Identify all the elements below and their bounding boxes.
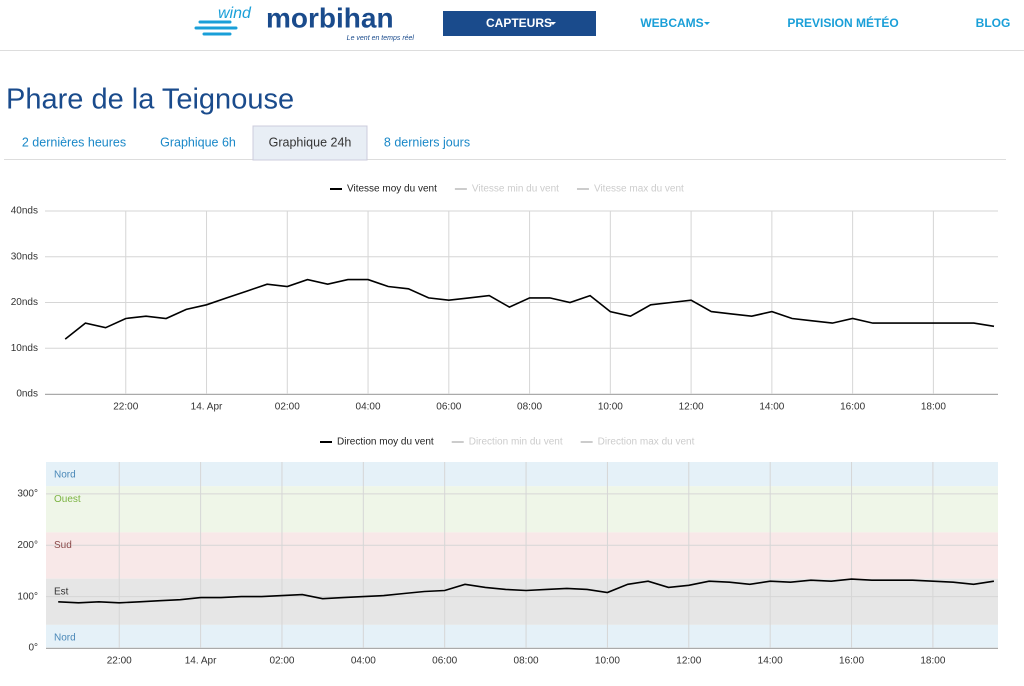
y-tick-label: 10nds [11,343,38,354]
x-tick-label: 12:00 [679,402,704,413]
tab[interactable]: Graphique 24h [269,135,352,149]
tab-active-bg [252,125,368,161]
nav-item[interactable]: PREVISION MÉTÉO [787,15,898,30]
y-tick-label: 200° [17,540,38,551]
legend-label[interactable]: Vitesse min du vent [472,184,559,195]
series-line [58,578,995,604]
nav-caret [704,22,710,25]
nav-active-bg [443,11,596,36]
x-tick-label: 14. Apr [185,656,217,667]
page-title: Phare de la Teignouse [6,84,294,116]
plot-band [46,486,998,533]
plot-band [46,624,998,648]
plot-band [46,578,998,625]
nav-caret [550,22,556,25]
x-tick-label: 14:00 [758,656,783,667]
legend-label[interactable]: Vitesse moy du vent [347,184,437,195]
x-tick-label: 10:00 [595,656,620,667]
band-label: Nord [54,470,76,481]
plot-band [46,462,998,487]
x-tick-label: 18:00 [920,656,945,667]
band-label: Est [54,586,69,597]
logo-brand: morbihan [266,2,394,33]
band-label: Sud [54,540,72,551]
nav-item[interactable]: BLOG [976,16,1011,30]
x-tick-label: 16:00 [839,656,864,667]
x-tick-label: 04:00 [351,656,376,667]
tab[interactable]: Graphique 6h [160,135,236,149]
y-tick-label: 0° [28,643,38,654]
logo-waves [194,20,238,36]
x-tick-label: 02:00 [269,656,294,667]
x-tick-label: 08:00 [514,656,539,667]
y-tick-label: 30nds [11,251,38,262]
y-tick-label: 40nds [11,206,38,217]
nav-item[interactable]: CAPTEURS [486,16,552,30]
x-tick-label: 06:00 [432,656,457,667]
series-line [64,278,995,340]
x-tick-label: 14. Apr [191,402,223,413]
tab[interactable]: 2 dernières heures [22,135,126,149]
y-tick-label: 20nds [11,297,38,308]
x-tick-label: 04:00 [356,402,381,413]
band-label: Nord [54,633,76,644]
tab[interactable]: 8 derniers jours [384,135,470,149]
x-tick-label: 02:00 [275,402,300,413]
legend-label[interactable]: Vitesse max du vent [594,184,684,195]
y-tick-label: 0nds [16,389,38,400]
x-tick-label: 10:00 [598,402,623,413]
legend-label[interactable]: Direction moy du vent [337,437,434,448]
y-tick-label: 300° [17,488,38,499]
x-tick-label: 22:00 [113,402,138,413]
y-tick-label: 100° [17,591,38,602]
x-tick-label: 12:00 [676,656,701,667]
logo-wind: wind [218,5,252,22]
plot-band [46,532,998,579]
x-tick-label: 06:00 [436,402,461,413]
x-tick-label: 16:00 [840,402,865,413]
nav-item[interactable]: WEBCAMS [640,16,703,30]
x-tick-label: 22:00 [107,656,132,667]
legend-label[interactable]: Direction max du vent [598,437,695,448]
x-tick-label: 08:00 [517,402,542,413]
band-label: Ouest [54,494,81,505]
x-tick-label: 14:00 [759,402,784,413]
tagline: Le vent en temps réel [347,35,415,42]
legend-label[interactable]: Direction min du vent [469,437,563,448]
x-tick-label: 18:00 [921,402,946,413]
